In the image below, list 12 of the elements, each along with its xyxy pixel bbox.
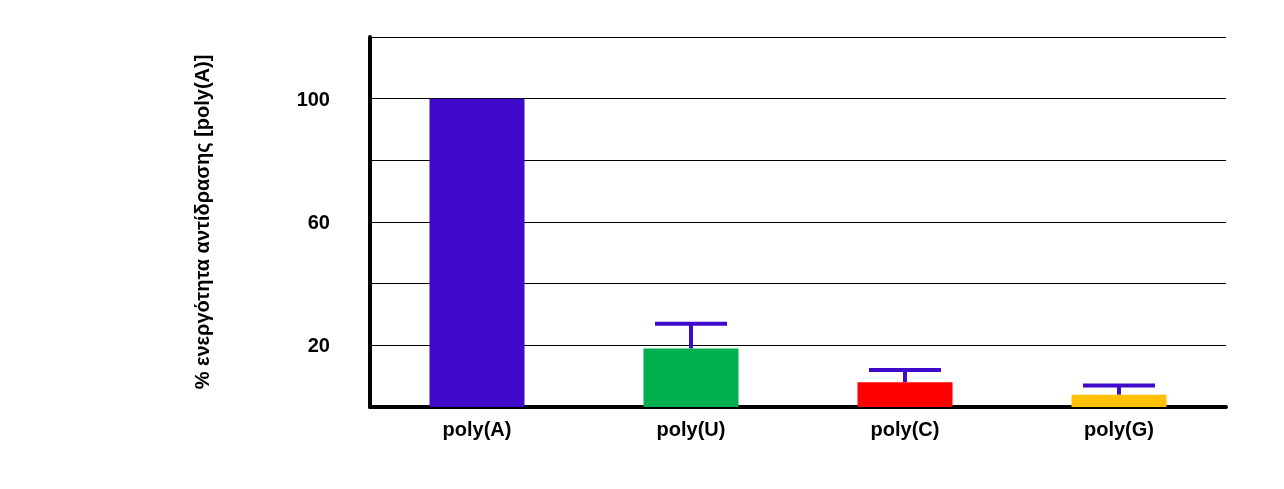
bar <box>1071 394 1167 407</box>
x-tick-label: poly(A) <box>442 418 512 440</box>
bar <box>857 382 953 407</box>
y-tick-label: 60 <box>307 211 330 233</box>
y-tick-label: 100 <box>296 87 330 110</box>
x-tick-label: poly(U) <box>656 418 726 440</box>
bar <box>429 98 525 407</box>
y-axis-title: % ενεργότητα αντίδρασης [poly(A)] <box>191 54 213 390</box>
x-tick-label: poly(C) <box>870 418 940 440</box>
x-tick-label: poly(G) <box>1084 418 1154 440</box>
bar <box>643 348 739 407</box>
y-tick-label: 20 <box>307 334 330 357</box>
